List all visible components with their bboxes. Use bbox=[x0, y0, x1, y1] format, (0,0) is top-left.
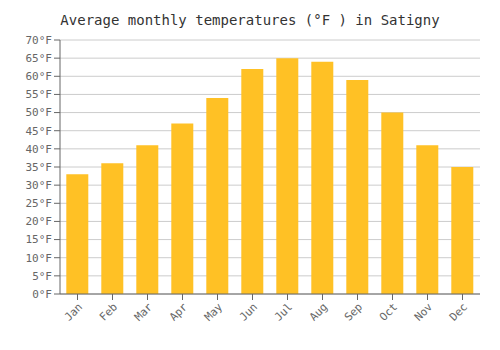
html-text:Average monthly temperatures (: Average monthly temperatures (°F ) in Sa… bbox=[60, 12, 440, 28]
svg-text:Jan: Jan bbox=[62, 300, 85, 323]
svg-text:Jul: Jul bbox=[272, 300, 295, 323]
svg-text:10°F: 10°F bbox=[26, 252, 53, 265]
svg-text:45°F: 45°F bbox=[26, 125, 53, 138]
svg-text:Jun: Jun bbox=[237, 300, 260, 323]
svg-text:0°F: 0°F bbox=[32, 288, 52, 301]
svg-text:25°F: 25°F bbox=[26, 197, 53, 210]
svg-text:Apr: Apr bbox=[167, 300, 191, 324]
svg-text:15°F: 15°F bbox=[26, 233, 53, 246]
svg-text:Mar: Mar bbox=[132, 300, 156, 324]
svg-text:30°F: 30°F bbox=[26, 179, 53, 192]
svg-text:5°F: 5°F bbox=[32, 270, 52, 283]
svg-text:50°F: 50°F bbox=[26, 106, 53, 119]
svg-text:20°F: 20°F bbox=[26, 215, 53, 228]
svg-text:35°F: 35°F bbox=[26, 161, 53, 174]
svg-text:55°F: 55°F bbox=[26, 88, 53, 101]
svg-text:65°F: 65°F bbox=[26, 52, 53, 65]
svg-text:Dec: Dec bbox=[447, 300, 470, 323]
svg-text:70°F: 70°F bbox=[26, 34, 53, 47]
svg-text:60°F: 60°F bbox=[26, 70, 53, 83]
svg-text:Feb: Feb bbox=[97, 300, 120, 323]
svg-text:40°F: 40°F bbox=[26, 143, 53, 156]
svg-text:Aug: Aug bbox=[307, 300, 330, 323]
svg-text:Nov: Nov bbox=[412, 300, 436, 324]
svg-text:Oct: Oct bbox=[377, 300, 400, 323]
svg-text:May: May bbox=[202, 300, 226, 324]
svg-text:Sep: Sep bbox=[342, 300, 365, 323]
